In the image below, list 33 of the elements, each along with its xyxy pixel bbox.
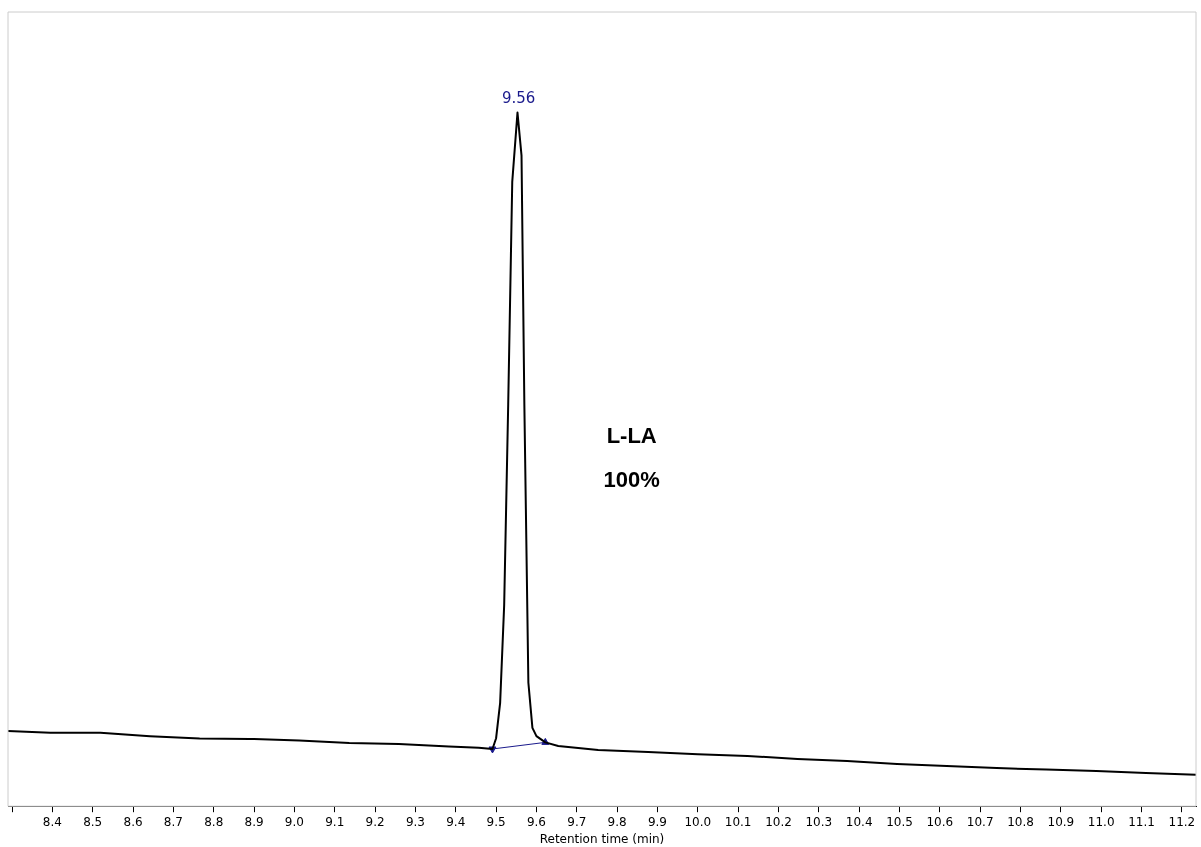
x-tick-label: 10.4 xyxy=(845,814,873,829)
x-tick-label: 8.4 xyxy=(42,814,62,829)
x-tick-label: 9.7 xyxy=(567,814,587,829)
x-tick-label: 8.5 xyxy=(83,814,103,829)
x-tick-label: 10.6 xyxy=(926,814,954,829)
x-axis-title: Retention time (min) xyxy=(539,831,665,846)
x-tick-label: 11.1 xyxy=(1128,814,1155,829)
x-tick-label: 10.2 xyxy=(765,814,792,829)
x-tick-label: 10.3 xyxy=(805,814,833,829)
x-tick-label: 11.0 xyxy=(1087,814,1115,829)
x-tick-label: 8.6 xyxy=(123,814,143,829)
x-tick-label: 9.1 xyxy=(325,814,345,829)
x-tick-label: 9.2 xyxy=(365,814,385,829)
x-tick-label: 8.7 xyxy=(163,814,183,829)
x-tick-label: 11.2 xyxy=(1168,814,1196,829)
annotation: L-LA xyxy=(606,423,657,449)
x-tick-label: 8.9 xyxy=(244,814,264,829)
x-tick-label: 10.7 xyxy=(966,814,994,829)
x-tick-label: 9.6 xyxy=(526,814,546,829)
x-tick-label: 9.9 xyxy=(647,814,668,829)
x-tick-label: 9.5 xyxy=(486,814,506,829)
x-tick-label: 9.8 xyxy=(607,814,627,829)
annotation: 9.56 xyxy=(502,88,536,107)
x-tick-label: 9.4 xyxy=(446,814,466,829)
x-tick-label: 8.8 xyxy=(204,814,224,829)
x-tick-label: 10.8 xyxy=(1007,814,1034,829)
x-tick-label: 9.0 xyxy=(284,814,304,829)
x-tick-label: 10.9 xyxy=(1047,814,1075,829)
annotation: 100% xyxy=(603,467,660,493)
x-tick-label: 10.1 xyxy=(724,814,752,829)
x-tick-label: 10.5 xyxy=(886,814,913,829)
x-tick-label: 9.3 xyxy=(405,814,425,829)
x-tick-label: 10.0 xyxy=(684,814,712,829)
